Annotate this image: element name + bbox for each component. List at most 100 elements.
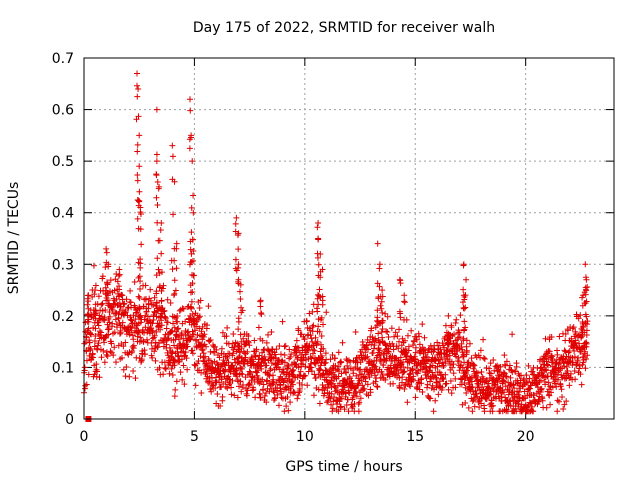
data-point [190, 192, 197, 199]
data-point [320, 370, 327, 377]
data-point [156, 284, 163, 291]
data-point [169, 142, 176, 149]
data-point [197, 297, 204, 304]
data-point [135, 293, 142, 300]
data-point [111, 344, 118, 351]
data-point [471, 362, 478, 369]
data-point [446, 352, 453, 359]
data-point [105, 302, 112, 309]
data-point [416, 386, 423, 393]
data-point [175, 353, 182, 360]
data-point [307, 354, 314, 361]
data-point [252, 353, 259, 360]
data-point [219, 393, 226, 400]
data-point [329, 352, 336, 359]
data-point [153, 194, 160, 201]
data-point [258, 311, 265, 318]
data-point [238, 338, 245, 345]
data-point [394, 333, 401, 340]
data-point [103, 295, 110, 302]
data-point [279, 376, 286, 383]
data-point [276, 342, 283, 349]
data-point [452, 384, 459, 391]
data-point [238, 370, 245, 377]
data-point [259, 376, 266, 383]
data-point [285, 407, 292, 414]
data-point [450, 370, 457, 377]
data-point [431, 372, 438, 379]
data-point [101, 359, 108, 366]
data-point [243, 392, 250, 399]
data-point [153, 158, 160, 165]
data-point [335, 363, 342, 370]
data-point [463, 347, 470, 354]
data-point [407, 383, 414, 390]
data-point [158, 220, 165, 227]
data-point [177, 369, 184, 376]
data-point [138, 358, 145, 365]
data-point [161, 307, 168, 314]
data-point [468, 355, 475, 362]
data-point [456, 367, 463, 374]
data-point [513, 363, 520, 370]
data-point [578, 381, 585, 388]
data-point [404, 364, 411, 371]
data-point [93, 373, 100, 380]
data-point [544, 361, 551, 368]
data-point [163, 325, 170, 332]
data-point [115, 272, 122, 279]
data-point [582, 261, 589, 268]
data-point [537, 377, 544, 384]
y-tick-label: 0.2 [52, 309, 74, 325]
data-point [101, 317, 108, 324]
data-point [337, 403, 344, 410]
data-point [453, 316, 460, 323]
data-point [144, 313, 151, 320]
data-point [282, 342, 289, 349]
data-point [137, 226, 144, 233]
data-point [137, 278, 144, 285]
data-point [548, 389, 555, 396]
data-point [376, 261, 383, 268]
data-point [395, 345, 402, 352]
data-point [295, 327, 302, 334]
data-point [584, 283, 591, 290]
data-point [280, 368, 287, 375]
data-point [187, 246, 194, 253]
data-point [268, 329, 275, 336]
data-point [374, 383, 381, 390]
data-point [239, 365, 246, 372]
data-point [400, 363, 407, 370]
data-point [169, 349, 176, 356]
data-point [171, 178, 178, 185]
data-point [487, 360, 494, 367]
data-point [128, 327, 135, 334]
data-point [489, 408, 496, 415]
data-point [172, 386, 179, 393]
data-point [501, 378, 508, 385]
data-point [194, 360, 201, 367]
data-point [535, 398, 542, 405]
data-point [426, 363, 433, 370]
data-point [374, 307, 381, 314]
data-point [84, 295, 91, 302]
data-point [230, 350, 237, 357]
data-point [96, 374, 103, 381]
data-point [117, 303, 124, 310]
tick-labels: 0 0.1 0.2 0.3 0.4 0.5 0.6 0.7 0 5 10 15 20 [52, 51, 535, 445]
data-point [203, 343, 210, 350]
data-point [136, 163, 143, 170]
data-point [176, 336, 183, 343]
data-point [548, 352, 555, 359]
data-point [488, 403, 495, 410]
data-point [116, 286, 123, 293]
data-point [115, 293, 122, 300]
data-point [255, 375, 262, 382]
data-point [580, 359, 587, 366]
data-point [396, 326, 403, 333]
data-point [123, 363, 130, 370]
data-point [335, 408, 342, 415]
data-point [470, 361, 477, 368]
data-point [462, 304, 469, 311]
